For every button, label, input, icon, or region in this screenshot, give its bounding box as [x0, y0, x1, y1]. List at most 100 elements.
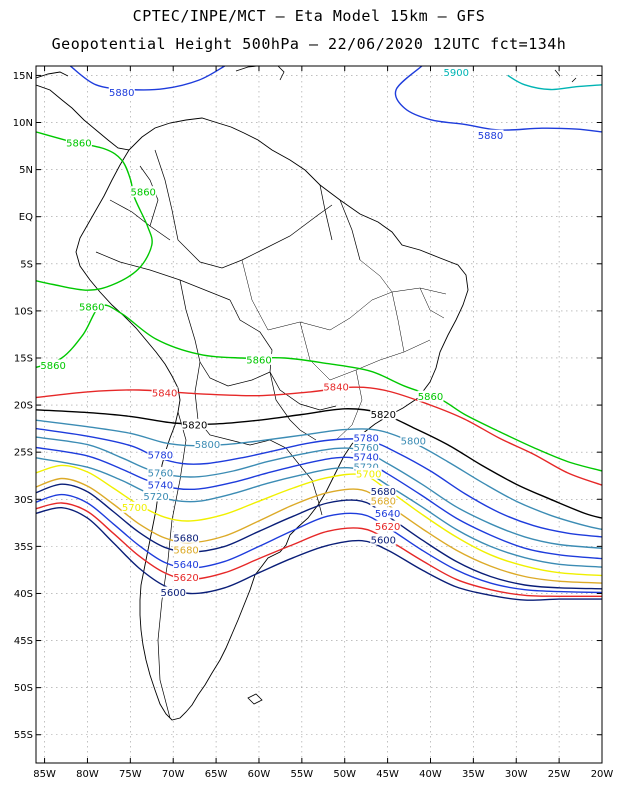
contour-label-bg — [400, 434, 427, 446]
contour-5860 — [36, 131, 153, 291]
coastlines-and-borders — [36, 66, 577, 721]
lat-tick-label: 15N — [13, 71, 33, 82]
height-contours — [36, 66, 602, 601]
lat-tick-label: 5S — [20, 259, 33, 270]
lat-tick-label: 5N — [19, 165, 33, 176]
contour-label-5600: 5600 — [160, 588, 185, 599]
contour-5800 — [36, 419, 602, 531]
contour-5700 — [36, 464, 602, 577]
contour-5740 — [36, 446, 602, 560]
lon-tick-label: 35W — [462, 769, 485, 780]
lat-tick-label: 10S — [14, 306, 33, 317]
contour-label-5780: 5780 — [353, 434, 378, 445]
lat-tick-label: 10N — [13, 118, 33, 129]
contour-label-bg — [173, 571, 200, 583]
contour-label-5880: 5880 — [478, 131, 503, 142]
contour-label-5620: 5620 — [375, 522, 400, 533]
contour-label-bg — [417, 390, 444, 402]
contour-label-bg — [151, 386, 178, 398]
lon-tick-label: 60W — [248, 769, 271, 780]
contour-label-5880: 5880 — [109, 88, 134, 99]
contour-label-5640: 5640 — [173, 560, 198, 571]
contour-label-bg — [194, 438, 221, 450]
contour-label-5600: 5600 — [371, 535, 396, 546]
lon-tick-label: 30W — [505, 769, 528, 780]
contour-label-bg — [108, 86, 135, 98]
lat-tick-label: 30S — [14, 495, 33, 506]
contour-5900 — [507, 74, 602, 91]
contour-5840 — [36, 386, 602, 486]
central-america-coastline — [36, 84, 130, 151]
contour-label-bg — [370, 495, 397, 507]
contour-label-bg — [370, 533, 397, 545]
contour-label-5640: 5640 — [375, 509, 400, 520]
contour-label-5860: 5860 — [246, 355, 271, 366]
lon-tick-label: 25W — [548, 769, 571, 780]
contour-5820 — [36, 408, 602, 519]
lon-tick-label: 20W — [591, 769, 614, 780]
contour-labels: 5900 5880 5880 5860 5860 5860 5860 5860 5860 5840… — [40, 66, 504, 599]
contour-label-bg — [477, 129, 504, 141]
contour-label-bg — [245, 353, 272, 365]
contour-label-5740: 5740 — [353, 452, 378, 463]
lon-tick-label: 80W — [76, 769, 99, 780]
contour-label-bg — [147, 479, 174, 491]
contour-label-5740: 5740 — [148, 481, 173, 492]
contour-label-bg — [353, 432, 380, 444]
gridlines — [36, 66, 603, 763]
lon-tick-label: 50W — [333, 769, 356, 780]
contour-label-bg — [160, 586, 187, 598]
contour-label-5840: 5840 — [152, 388, 177, 399]
country-borders — [154, 149, 333, 269]
contour-label-5700: 5700 — [122, 503, 147, 514]
contour-label-bg — [370, 408, 397, 420]
lon-tick-label: 65W — [205, 769, 228, 780]
contour-label-bg — [173, 558, 200, 570]
contour-label-bg — [443, 66, 470, 78]
plot-frame — [35, 65, 603, 764]
lat-tick-label: 35S — [14, 542, 33, 553]
lat-tick-label: 20S — [14, 401, 33, 412]
contour-label-bg — [173, 531, 200, 543]
contour-label-5800: 5800 — [401, 436, 426, 447]
contour-5620 — [36, 502, 602, 598]
contour-label-5860: 5860 — [418, 392, 443, 403]
contour-label-bg — [143, 490, 170, 502]
contour-label-5680: 5680 — [371, 487, 396, 498]
contour-label-5860: 5860 — [40, 361, 65, 372]
contour-label-bg — [147, 449, 174, 461]
contour-label-bg — [147, 466, 174, 478]
contour-label-bg — [353, 461, 380, 473]
chart-title-line1: CPTEC/INPE/MCT – Eta Model 15km – GFS — [132, 7, 486, 25]
contour-5600 — [36, 506, 602, 601]
contour-label-5860: 5860 — [66, 139, 91, 150]
contour-label-bg — [130, 186, 157, 198]
contour-label-bg — [173, 544, 200, 556]
lon-tick-label: 55W — [291, 769, 314, 780]
contour-label-bg — [353, 441, 380, 453]
contour-5880 — [69, 66, 226, 91]
lat-tick-label: 55S — [14, 730, 33, 741]
contour-label-5700: 5700 — [356, 469, 381, 480]
contour-5680 — [36, 483, 602, 590]
contour-label-bg — [374, 507, 401, 519]
contour-label-5680: 5680 — [173, 533, 198, 544]
contour-label-5680: 5680 — [371, 497, 396, 508]
contour-label-5820: 5820 — [182, 420, 207, 431]
contour-label-5840: 5840 — [323, 383, 348, 394]
south-america-coastline — [75, 117, 469, 721]
lon-tick-label: 70W — [162, 769, 185, 780]
contour-label-5900: 5900 — [443, 68, 468, 79]
contour-5880 — [394, 66, 602, 133]
contour-5780 — [36, 427, 602, 538]
lon-tick-label: 85W — [33, 769, 56, 780]
lon-tick-label: 75W — [119, 769, 142, 780]
lat-tick-label: 40S — [14, 589, 33, 600]
contour-label-5620: 5620 — [173, 573, 198, 584]
lon-tick-label: 40W — [419, 769, 442, 780]
contour-label-5800: 5800 — [195, 440, 220, 451]
contour-label-5820: 5820 — [371, 410, 396, 421]
contour-label-bg — [355, 467, 382, 479]
